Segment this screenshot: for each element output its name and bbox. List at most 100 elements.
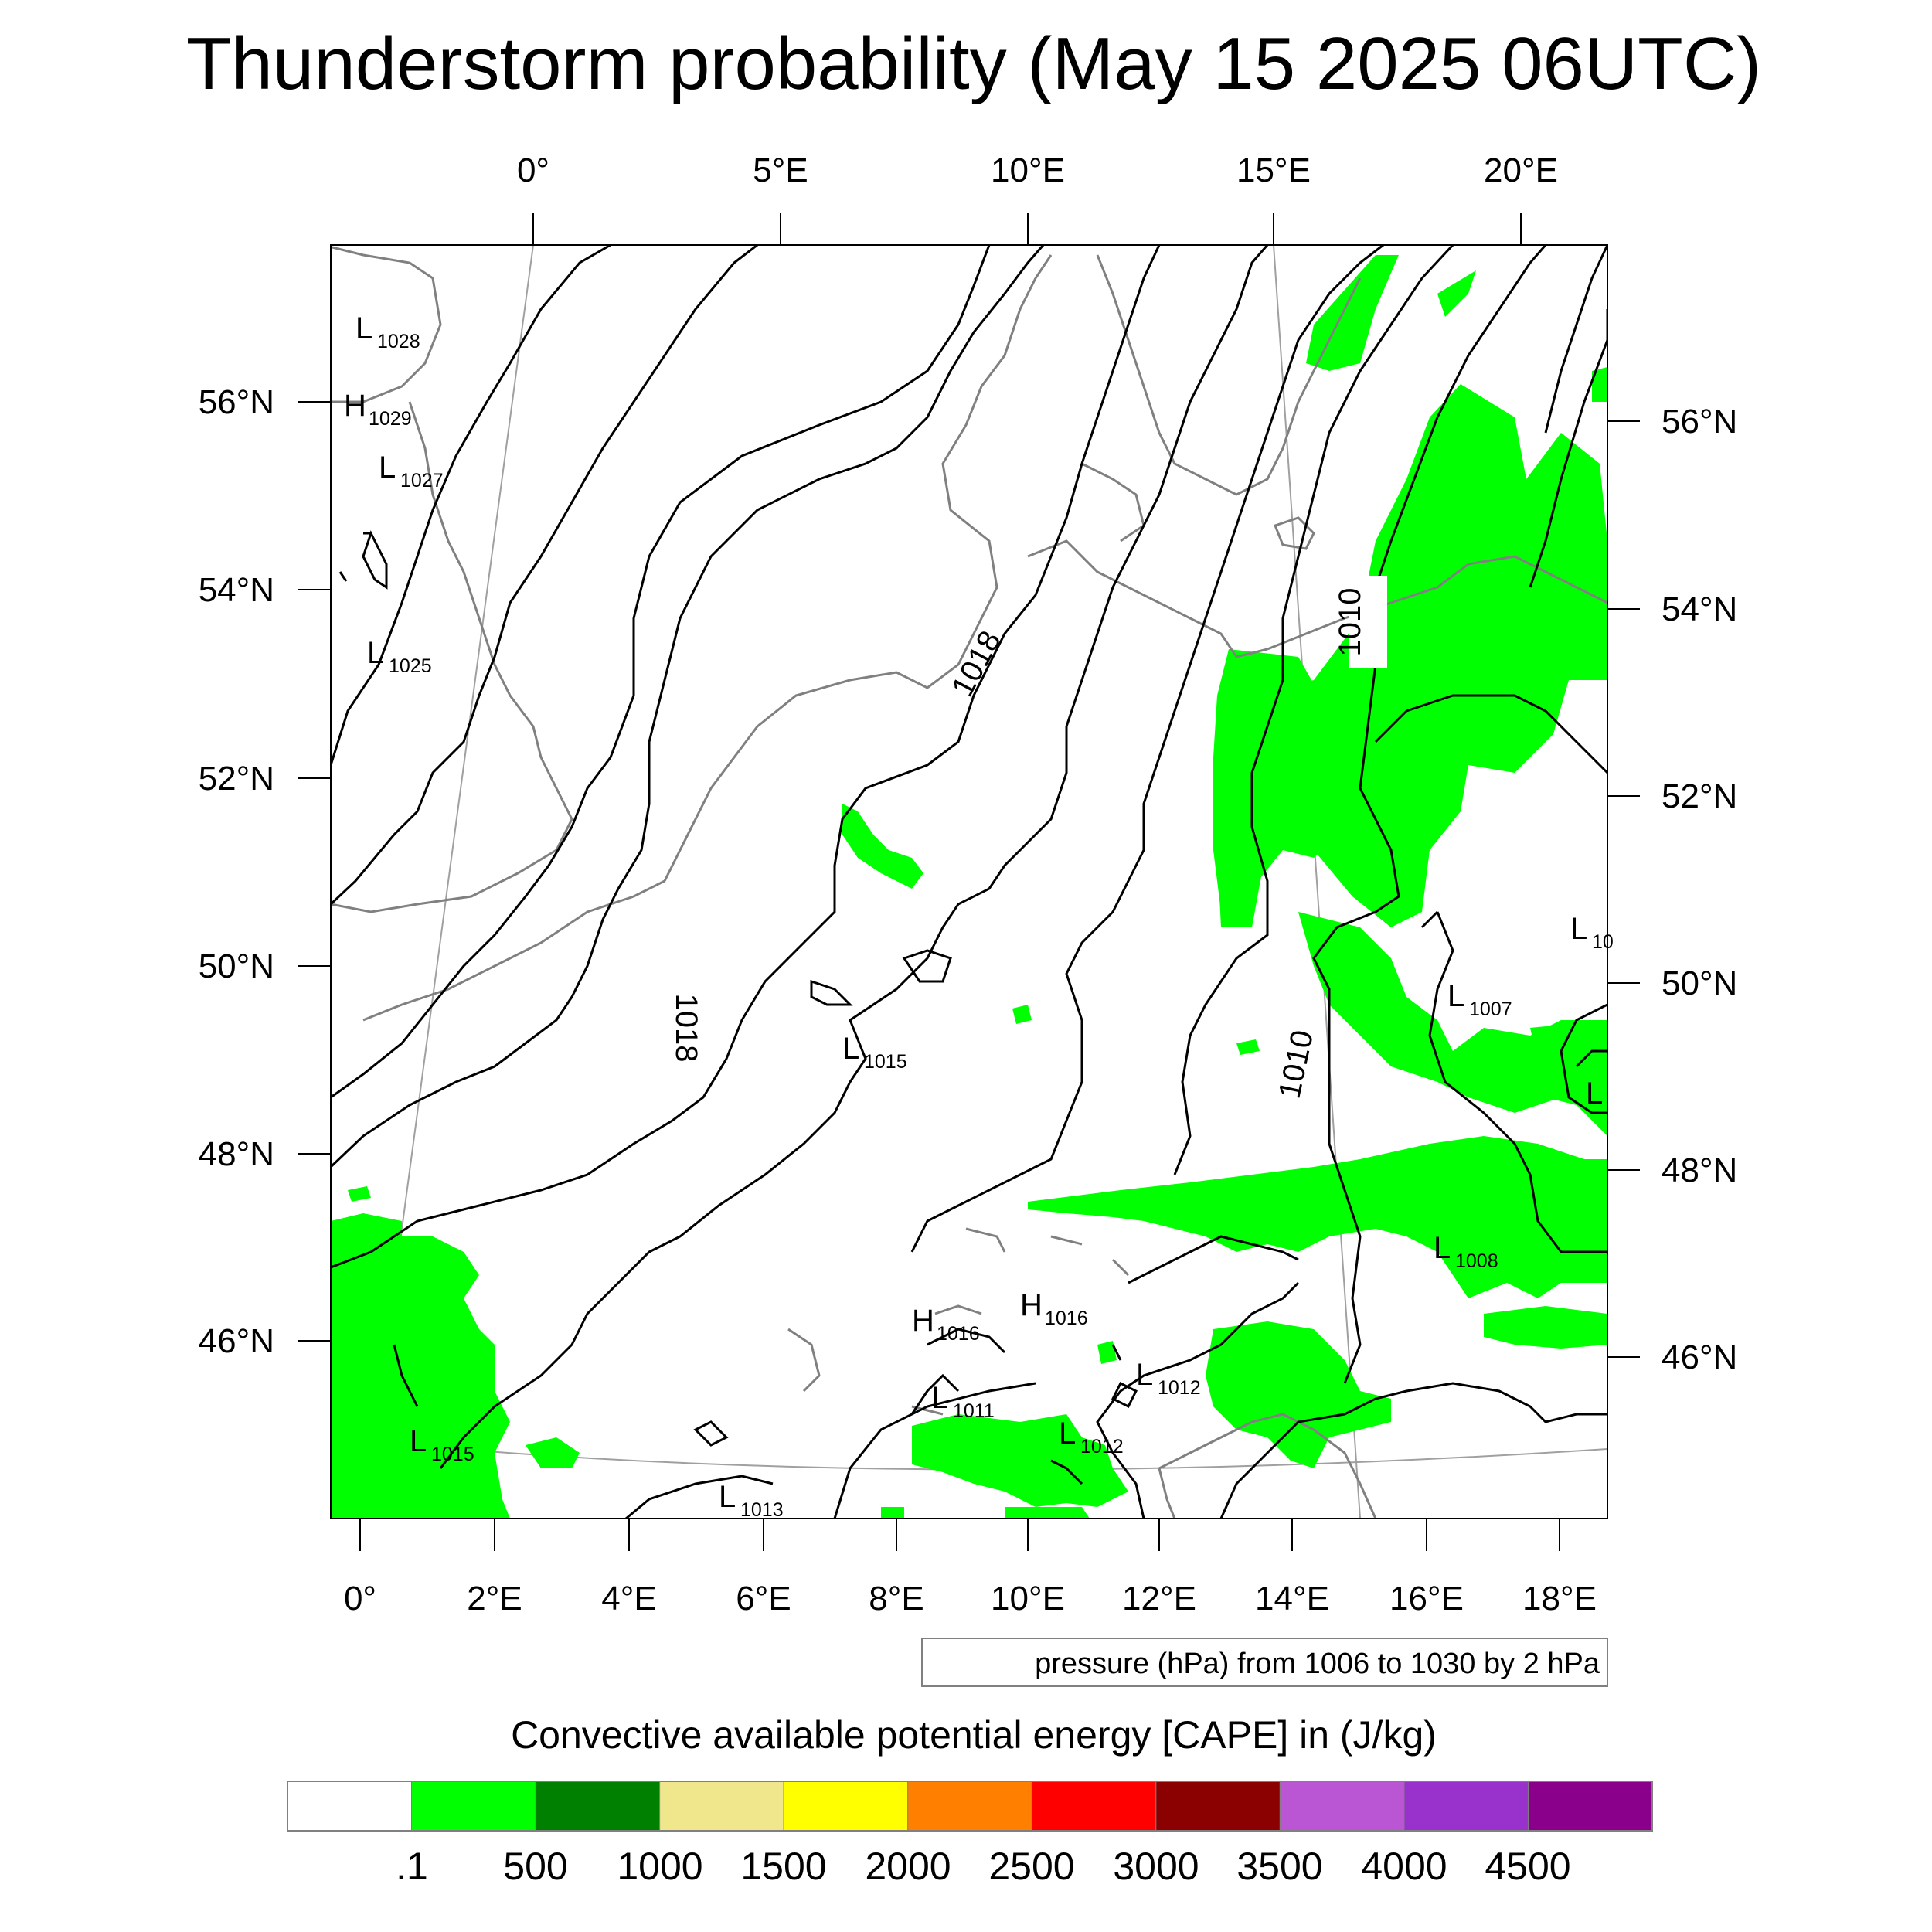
pressure-center-value: 1013 bbox=[740, 1499, 784, 1521]
pressure-center: L 1013 bbox=[719, 1480, 784, 1521]
pressure-center: L 1025 bbox=[367, 636, 432, 677]
contour-label-1018-north: 1018 bbox=[945, 625, 1008, 702]
left-lat-label: 56°N bbox=[199, 383, 274, 421]
pressure-center-letter: L bbox=[1059, 1417, 1076, 1451]
colorbar-cells bbox=[287, 1781, 1653, 1832]
pressure-center-value: 1012 bbox=[1080, 1436, 1124, 1458]
top-lon-label: 10°E bbox=[991, 151, 1065, 189]
left-lat-label: 48°N bbox=[199, 1135, 274, 1173]
pressure-center: H 1016 bbox=[912, 1304, 980, 1345]
bottom-lon-label: 2°E bbox=[467, 1580, 522, 1617]
pressure-center-value: 1029 bbox=[369, 408, 412, 430]
pressure-center: L 1012 bbox=[1136, 1358, 1201, 1399]
pressure-center-letter: L bbox=[931, 1381, 948, 1415]
left-lat-label: 52°N bbox=[199, 760, 274, 798]
colorbar-tick-label: .1 bbox=[396, 1845, 428, 1888]
pressure-center-value: 1016 bbox=[937, 1323, 980, 1345]
right-lat-label: 54°N bbox=[1662, 590, 1737, 628]
contour-label-1010-north: 1010 bbox=[1333, 588, 1367, 657]
bottom-lon-label: 0° bbox=[344, 1580, 376, 1617]
pressure-center-letter: L bbox=[1136, 1358, 1153, 1392]
colorbar-cell bbox=[1527, 1781, 1653, 1832]
right-lat-label: 50°N bbox=[1662, 964, 1737, 1002]
colorbar-title: Convective available potential energy [C… bbox=[511, 1713, 1437, 1757]
pressure-center-letter: L bbox=[379, 451, 396, 485]
right-lat-axis: 56°N 54°N 52°N 50°N 48°N 46°N bbox=[1607, 403, 1737, 1376]
contour-info-text: pressure (hPa) from 1006 to 1030 by 2 hP… bbox=[1035, 1648, 1600, 1680]
colorbar-cell bbox=[1403, 1781, 1529, 1832]
left-lat-label: 46°N bbox=[199, 1322, 274, 1360]
colorbar-tick-label: 1000 bbox=[617, 1845, 702, 1888]
colorbar-tick-label: 3000 bbox=[1113, 1845, 1199, 1888]
top-lon-label: 5°E bbox=[753, 151, 808, 189]
pressure-center: L 1011 bbox=[931, 1381, 995, 1422]
colorbar: Convective available potential energy [C… bbox=[287, 1713, 1653, 1888]
pressure-center-letter: L bbox=[355, 311, 372, 345]
colorbar-tick-label: 2000 bbox=[865, 1845, 951, 1888]
pressure-center: H 1029 bbox=[344, 389, 412, 430]
colorbar-cell bbox=[1279, 1781, 1405, 1832]
contour-label-1018-west: 1018 bbox=[669, 994, 703, 1063]
pressure-center: L 1008 bbox=[1434, 1231, 1498, 1272]
colorbar-cell bbox=[659, 1781, 784, 1832]
colorbar-tick-label: 1500 bbox=[740, 1845, 826, 1888]
pressure-center-letter: H bbox=[344, 389, 366, 423]
pressure-center-letter: L bbox=[1570, 912, 1587, 946]
left-lat-axis: 56°N 54°N 52°N 50°N 48°N 46°N bbox=[199, 383, 331, 1360]
top-lon-label: 15°E bbox=[1236, 151, 1311, 189]
right-lat-label: 46°N bbox=[1662, 1338, 1737, 1376]
bottom-lon-label: 6°E bbox=[736, 1580, 791, 1617]
right-lat-label: 56°N bbox=[1662, 403, 1737, 440]
pressure-center-letter: H bbox=[912, 1304, 934, 1338]
bottom-lon-label: 16°E bbox=[1389, 1580, 1464, 1617]
colorbar-tick-label: 4500 bbox=[1485, 1845, 1570, 1888]
pressure-center-value: 1008 bbox=[1455, 1250, 1498, 1272]
bottom-lon-label: 12°E bbox=[1122, 1580, 1196, 1617]
top-lon-label: 0° bbox=[517, 151, 549, 189]
pressure-center-letter: L bbox=[1434, 1231, 1451, 1265]
pressure-center-value: 1011 bbox=[953, 1400, 995, 1422]
map-frame bbox=[330, 244, 1608, 1519]
colorbar-tick-labels: .1 500 1000 1500 2000 2500 3000 3500 400… bbox=[396, 1845, 1570, 1888]
right-lat-label: 48°N bbox=[1662, 1151, 1737, 1189]
pressure-center: L 1015 bbox=[410, 1424, 474, 1465]
pressure-center: L 1027 bbox=[379, 451, 444, 492]
left-lat-label: 54°N bbox=[199, 571, 274, 609]
contour-info-box: pressure (hPa) from 1006 to 1030 by 2 hP… bbox=[921, 1638, 1608, 1687]
top-lon-axis: 0° 5°E 10°E 15°E 20°E bbox=[517, 151, 1558, 245]
isobars bbox=[331, 245, 1607, 1519]
pressure-center: H 1016 bbox=[1020, 1288, 1088, 1329]
pressure-center-value: 10 bbox=[1592, 931, 1614, 953]
colorbar-cell bbox=[783, 1781, 909, 1832]
colorbar-cell bbox=[1155, 1781, 1281, 1832]
pressure-center-letter: L bbox=[367, 636, 384, 670]
pressure-center-letter: H bbox=[1020, 1288, 1043, 1322]
colorbar-cell bbox=[907, 1781, 1032, 1832]
pressure-center-letter: L bbox=[410, 1424, 427, 1458]
pressure-center-letter: L bbox=[1447, 979, 1464, 1013]
pressure-center: L 10 bbox=[1570, 912, 1614, 953]
pressure-center-letter: L bbox=[1586, 1077, 1603, 1111]
colorbar-tick-label: 2500 bbox=[988, 1845, 1074, 1888]
pressure-center-value: 1007 bbox=[1469, 998, 1512, 1020]
contour-label-boxes bbox=[1287, 576, 1387, 1113]
bottom-lon-label: 14°E bbox=[1255, 1580, 1329, 1617]
pressure-center: L 1012 bbox=[1059, 1417, 1124, 1458]
pressure-center-value: 1025 bbox=[389, 655, 432, 677]
pressure-center-value: 1027 bbox=[400, 470, 444, 492]
left-lat-label: 50°N bbox=[199, 947, 274, 985]
colorbar-cell bbox=[535, 1781, 661, 1832]
pressure-center: L 1015 bbox=[842, 1032, 907, 1073]
bottom-lon-label: 18°E bbox=[1522, 1580, 1597, 1617]
colorbar-cell bbox=[287, 1781, 413, 1832]
chart-title: Thunderstorm probability (May 15 2025 06… bbox=[186, 22, 1761, 105]
colorbar-cell bbox=[1031, 1781, 1157, 1832]
pressure-center-value: 1015 bbox=[864, 1051, 907, 1073]
coastlines bbox=[331, 246, 1607, 1519]
cape-shading bbox=[331, 255, 1607, 1519]
pressure-center-letter: L bbox=[842, 1032, 859, 1066]
bottom-lon-label: 4°E bbox=[601, 1580, 656, 1617]
colorbar-tick-label: 4000 bbox=[1361, 1845, 1447, 1888]
pressure-center: L 1007 bbox=[1447, 979, 1512, 1020]
pressure-center-value: 1016 bbox=[1045, 1308, 1088, 1329]
